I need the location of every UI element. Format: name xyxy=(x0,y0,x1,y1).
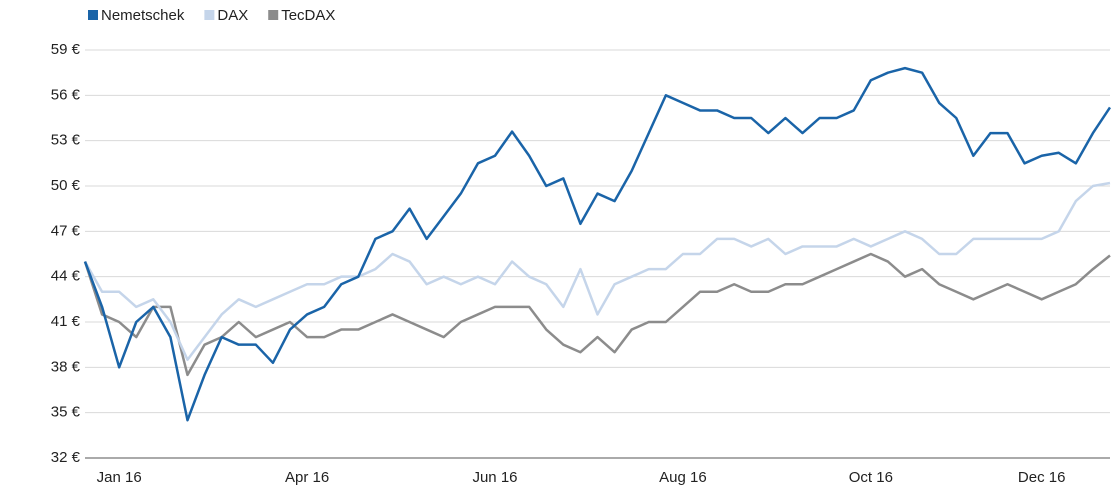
y-tick-label: 59 € xyxy=(51,41,81,58)
series-line xyxy=(83,181,1111,362)
legend-label: Nemetschek xyxy=(101,7,185,24)
series-line xyxy=(83,252,1111,377)
legend-item: Nemetschek xyxy=(88,7,185,24)
y-tick-label: 47 € xyxy=(51,222,81,239)
x-tick-label: Dec 16 xyxy=(1018,469,1066,486)
legend-label: TecDAX xyxy=(281,7,335,24)
legend-label: DAX xyxy=(217,7,248,24)
y-tick-label: 56 € xyxy=(51,86,81,103)
legend-swatch xyxy=(268,10,279,20)
x-tick-label: Jun 16 xyxy=(472,469,517,486)
y-tick-label: 53 € xyxy=(51,132,81,149)
legend-swatch xyxy=(204,10,215,20)
y-tick-label: 35 € xyxy=(51,404,81,421)
x-tick-label: Jan 16 xyxy=(97,469,142,486)
legend-swatch xyxy=(88,10,98,20)
x-tick-label: Oct 16 xyxy=(849,469,893,486)
y-tick-label: 41 € xyxy=(51,313,81,330)
y-tick-label: 44 € xyxy=(51,268,81,285)
legend-item: TecDAX xyxy=(268,7,335,24)
legend-item: DAX xyxy=(204,7,248,24)
y-tick-label: 50 € xyxy=(51,177,81,194)
y-tick-label: 32 € xyxy=(51,449,81,466)
y-tick-label: 38 € xyxy=(51,358,81,375)
series-line xyxy=(83,66,1111,422)
x-tick-label: Aug 16 xyxy=(659,469,707,486)
x-tick-label: Apr 16 xyxy=(285,469,329,486)
